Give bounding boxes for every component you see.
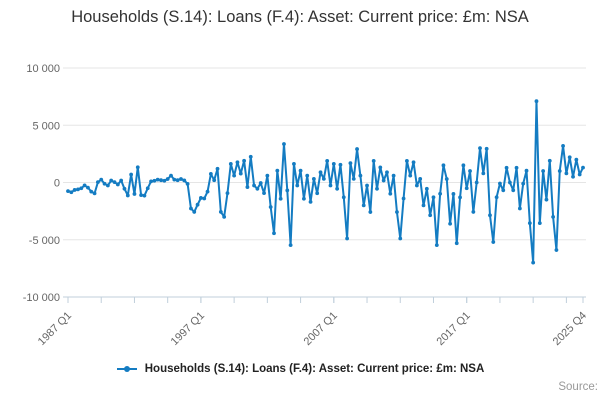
chart-title: Households (S.14): Loans (F.4): Asset: C…: [71, 8, 529, 26]
svg-text:-10 000: -10 000: [23, 292, 60, 304]
svg-text:-5 000: -5 000: [29, 235, 60, 247]
chart-canvas[interactable]: 10 000 5 000 0 -5 000 -10 000 1987 Q1 1997 Q1 2…: [0, 0, 600, 362]
svg-text:5 000: 5 000: [32, 120, 60, 132]
svg-text:2017 Q1: 2017 Q1: [435, 310, 473, 348]
svg-text:10 000: 10 000: [26, 63, 60, 75]
source-label: Source:: [558, 381, 598, 393]
line-series-marker-icon: [116, 364, 138, 374]
svg-text:1987 Q1: 1987 Q1: [36, 310, 74, 348]
svg-text:0: 0: [54, 178, 60, 190]
svg-text:1997 Q1: 1997 Q1: [169, 310, 207, 348]
svg-text:2025 Q4: 2025 Q4: [551, 310, 589, 348]
svg-text:2007 Q1: 2007 Q1: [302, 310, 340, 348]
legend-series-label[interactable]: Households (S.14): Loans (F.4): Asset: C…: [144, 363, 485, 375]
legend: Households (S.14): Loans (F.4): Asset: C…: [0, 363, 600, 375]
